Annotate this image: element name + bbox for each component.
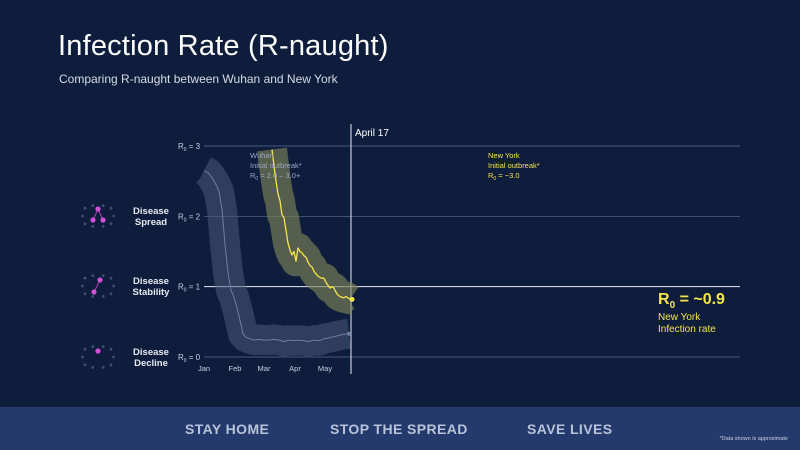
footnote: *Data shown is approximate — [719, 436, 788, 442]
y-tick-label-1: R0 = 2 — [178, 212, 201, 223]
legend-label-spread: Disease Spread — [133, 206, 169, 228]
disease-stability-icon — [81, 274, 115, 298]
wuhan-annotation-sub: Initial outbreak* — [250, 161, 302, 170]
result-label-desc: Infection rate — [658, 324, 716, 335]
y-tick-label-2: R0 = 1 — [178, 283, 201, 294]
y-tick-label-0: R0 = 3 — [178, 142, 201, 153]
new-york-line — [271, 149, 352, 300]
wuhan-annotation-name: Wuhan — [250, 151, 274, 160]
footer-stop-the-spread: STOP THE SPREAD — [330, 421, 468, 437]
result-label-name: New York — [658, 312, 701, 323]
x-tick-label-0: Jan — [198, 364, 210, 373]
new-york-annotation-sub: Initial outbreak* — [488, 161, 540, 170]
disease-decline-icon — [81, 345, 115, 369]
wuhan-annotation-r: R0 = 2.0 – 3.0+ — [250, 171, 301, 182]
x-tick-label-4: May — [318, 364, 332, 373]
x-tick-label-1: Feb — [229, 364, 242, 373]
legend-label-stability: Disease Stability — [132, 276, 170, 298]
page-subtitle: Comparing R-naught between Wuhan and New… — [59, 72, 338, 86]
result-value: R0 = ~0.9 — [658, 291, 725, 311]
disease-spread-icon — [81, 204, 115, 228]
wuhan-line — [203, 170, 350, 342]
y-tick-label-3: R0 = 0 — [178, 353, 201, 364]
legend-label-decline: Disease Decline — [133, 347, 169, 369]
new-york-annotation-name: New York — [488, 151, 520, 160]
new-york-annotation-r: R0 = ~3.0 — [488, 171, 520, 182]
page-title: Infection Rate (R-naught) — [58, 30, 389, 62]
wuhan-endpoint — [347, 331, 351, 336]
x-tick-label-3: Apr — [289, 364, 301, 373]
april-17-label: April 17 — [355, 128, 389, 139]
new-york-endpoint — [349, 296, 355, 302]
footer-bar: STAY HOME STOP THE SPREAD SAVE LIVES *Da… — [0, 407, 800, 450]
footer-stay-home: STAY HOME — [185, 421, 270, 437]
footer-save-lives: SAVE LIVES — [527, 421, 613, 437]
x-tick-label-2: Mar — [258, 364, 271, 373]
